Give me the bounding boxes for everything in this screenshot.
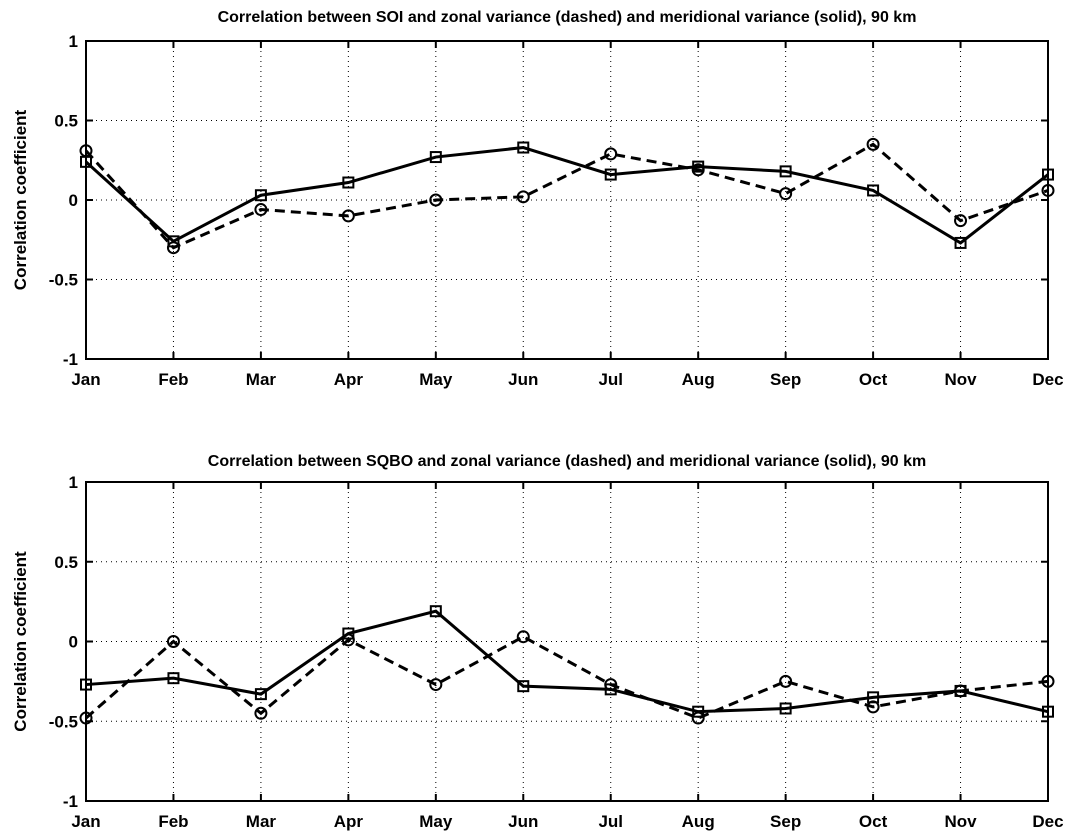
x-tick-label: Aug bbox=[682, 812, 715, 831]
data-point-square bbox=[954, 236, 967, 249]
data-point-circle bbox=[604, 147, 618, 161]
plot-frame bbox=[85, 481, 1049, 802]
y-axis-label: Correlation coefficient bbox=[11, 109, 30, 290]
x-tick-label: Mar bbox=[246, 370, 277, 389]
x-tick-label: May bbox=[419, 812, 453, 831]
y-tick-label: -1 bbox=[63, 792, 78, 811]
data-point-circle bbox=[779, 674, 793, 688]
chart-title: Correlation between SQBO and zonal varia… bbox=[208, 453, 926, 470]
x-tick-label: Oct bbox=[859, 812, 888, 831]
y-tick-label: -0.5 bbox=[49, 712, 78, 731]
x-tick-label: Dec bbox=[1032, 812, 1063, 831]
data-point-circle bbox=[429, 193, 443, 207]
series-line-solid bbox=[85, 609, 1049, 714]
x-tick-label: Jun bbox=[508, 370, 538, 389]
y-tick-label: 0 bbox=[69, 633, 78, 652]
x-tick-label: Mar bbox=[246, 812, 277, 831]
y-tick-label: -1 bbox=[63, 350, 78, 369]
data-point-square bbox=[342, 176, 355, 189]
data-point-square bbox=[342, 627, 355, 640]
data-point-circle bbox=[779, 187, 793, 201]
data-point-circle bbox=[429, 678, 443, 692]
data-point-circle bbox=[254, 203, 268, 217]
series-line-dashed bbox=[84, 142, 1049, 250]
x-tick-label: Jan bbox=[71, 370, 100, 389]
data-point-square bbox=[517, 680, 530, 693]
series-line-dashed bbox=[85, 635, 1049, 720]
plot-frame bbox=[85, 40, 1049, 360]
data-point-square bbox=[692, 705, 705, 718]
x-tick-label: May bbox=[419, 370, 453, 389]
x-tick-label: Dec bbox=[1032, 370, 1063, 389]
x-tick-label: Apr bbox=[334, 812, 364, 831]
data-point-circle bbox=[254, 706, 268, 720]
data-point-square bbox=[167, 672, 180, 685]
x-tick-label: Jun bbox=[508, 812, 538, 831]
data-point-square bbox=[429, 605, 442, 618]
x-tick-label: Feb bbox=[158, 812, 188, 831]
data-point-circle bbox=[516, 630, 530, 644]
data-point-square bbox=[779, 165, 792, 178]
data-point-circle bbox=[516, 190, 530, 204]
y-tick-label: -0.5 bbox=[49, 271, 78, 290]
y-tick-label: 1 bbox=[69, 32, 78, 51]
data-point-circle bbox=[954, 214, 968, 228]
data-point-square bbox=[604, 168, 617, 181]
x-tick-label: Jul bbox=[598, 370, 623, 389]
series-line-solid bbox=[84, 146, 1049, 245]
data-point-square bbox=[254, 688, 267, 701]
data-point-circle bbox=[866, 137, 880, 151]
y-tick-label: 0.5 bbox=[54, 112, 78, 131]
y-axis-label: Correlation coefficient bbox=[11, 551, 30, 732]
data-point-square bbox=[779, 702, 792, 715]
data-point-square bbox=[867, 184, 880, 197]
x-tick-label: Sep bbox=[770, 370, 801, 389]
x-tick-label: Nov bbox=[944, 812, 977, 831]
data-point-square bbox=[604, 683, 617, 696]
x-tick-label: Nov bbox=[944, 370, 977, 389]
y-tick-label: 1 bbox=[69, 473, 78, 492]
data-point-square bbox=[167, 235, 180, 248]
data-point-square bbox=[517, 141, 530, 154]
y-tick-label: 0.5 bbox=[54, 553, 78, 572]
x-tick-label: Aug bbox=[682, 370, 715, 389]
x-tick-label: Feb bbox=[158, 370, 188, 389]
x-tick-label: Sep bbox=[770, 812, 801, 831]
data-point-square bbox=[254, 189, 267, 202]
x-tick-label: Oct bbox=[859, 370, 888, 389]
data-point-circle bbox=[166, 635, 180, 648]
y-tick-label: 0 bbox=[69, 191, 78, 210]
data-point-square bbox=[692, 160, 705, 173]
data-point-square bbox=[429, 151, 442, 164]
x-tick-label: Jan bbox=[71, 812, 100, 831]
data-point-circle bbox=[341, 209, 355, 223]
data-point-square bbox=[954, 684, 967, 697]
chart-title: Correlation between SOI and zonal varian… bbox=[218, 9, 917, 26]
data-point-square bbox=[867, 691, 880, 704]
x-tick-label: Apr bbox=[334, 370, 364, 389]
x-tick-label: Jul bbox=[598, 812, 623, 831]
